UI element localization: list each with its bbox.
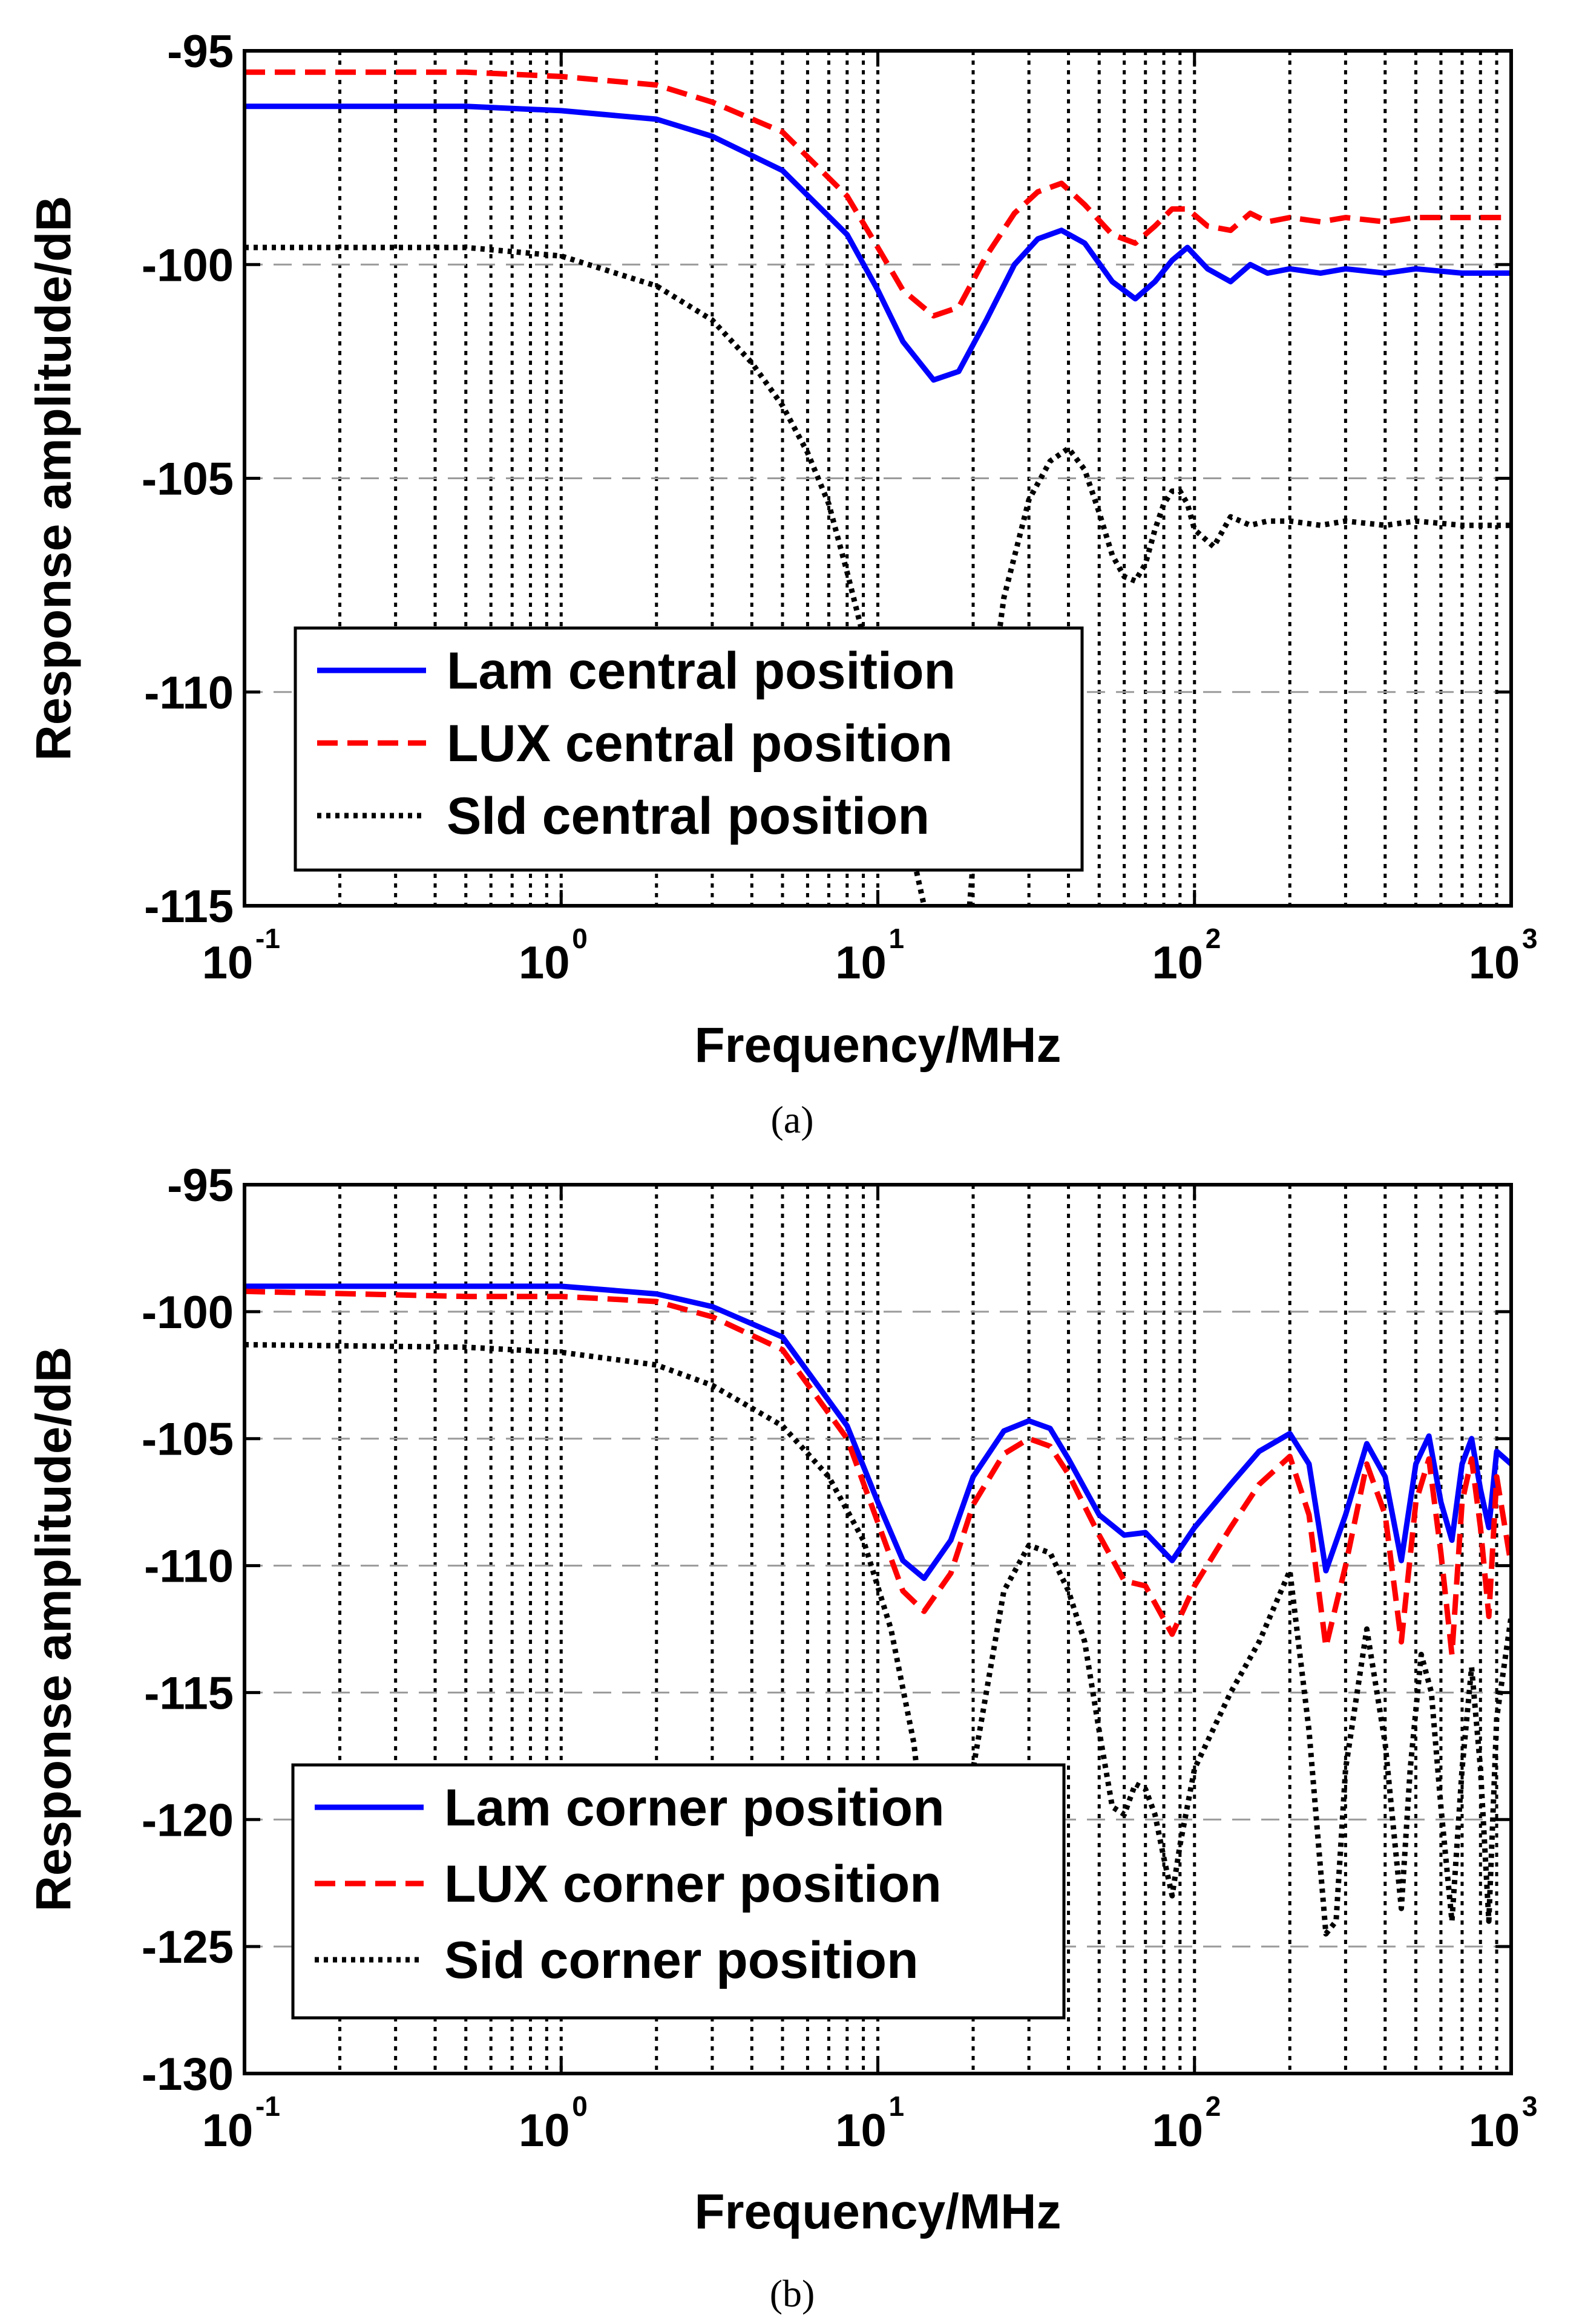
y-tick-label: -95 bbox=[167, 1160, 234, 1211]
y-tick-label: -130 bbox=[142, 2049, 234, 2100]
series-line-dotted bbox=[244, 1341, 1511, 1975]
x-tick-label: 10 bbox=[202, 2105, 254, 2156]
series-group bbox=[244, 1283, 1511, 1975]
x-axis-title: Frequency/MHz bbox=[695, 1018, 1062, 1073]
x-tick-label: 10 bbox=[835, 937, 887, 989]
x-tick-exponent: 0 bbox=[572, 2090, 588, 2122]
panel-caption: (a) bbox=[770, 1098, 813, 1141]
x-tick-label: 10 bbox=[1469, 2105, 1520, 2156]
x-axis-title: Frequency/MHz bbox=[695, 2184, 1062, 2239]
y-tick-label: -120 bbox=[142, 1795, 234, 1846]
series-line-dotted bbox=[244, 244, 1511, 906]
x-tick-label: 10 bbox=[1152, 2105, 1203, 2156]
legend-entry-label: LUX corner position bbox=[444, 1855, 942, 1913]
y-tick-label: -105 bbox=[142, 454, 234, 505]
legend-entry-label: LUX central position bbox=[447, 715, 953, 773]
series-line-dashed bbox=[244, 1288, 1511, 1657]
x-tick-label: 10 bbox=[519, 937, 570, 989]
legend: Lam corner position LUX corner position Si… bbox=[291, 1763, 1066, 2020]
legend-entry-label: Sld central position bbox=[447, 787, 930, 845]
x-tick-exponent: 2 bbox=[1206, 2090, 1221, 2122]
y-tick-label: -105 bbox=[142, 1414, 234, 1465]
y-tick-label: -100 bbox=[142, 240, 234, 291]
x-tick-label: 10 bbox=[835, 2105, 887, 2156]
y-tick-label: -115 bbox=[144, 1668, 234, 1719]
grid-lines bbox=[244, 1185, 1511, 2074]
x-tick-exponent: -1 bbox=[255, 923, 280, 954]
panel-caption: (b) bbox=[770, 2272, 815, 2315]
x-tick-exponent: 3 bbox=[1522, 2090, 1538, 2122]
series-line-solid bbox=[244, 1283, 1511, 1582]
y-tick-label: -125 bbox=[142, 1922, 234, 1973]
x-tick-label: 10 bbox=[1152, 937, 1203, 989]
y-tick-label: -115 bbox=[144, 881, 234, 932]
grid-lines bbox=[244, 51, 1511, 906]
series-group bbox=[244, 69, 1511, 906]
y-tick-label: -110 bbox=[144, 1541, 234, 1592]
legend: Lam central position LUX central position… bbox=[294, 626, 1084, 872]
legend-box bbox=[294, 626, 1084, 872]
x-tick-label: 10 bbox=[202, 937, 254, 989]
series-line-dashed bbox=[244, 69, 1511, 319]
y-tick-label: -95 bbox=[167, 26, 234, 77]
x-tick-label: 10 bbox=[1469, 937, 1520, 989]
y-axis-title: Response amplitude/dB bbox=[27, 195, 82, 761]
x-tick-exponent: 1 bbox=[889, 2090, 905, 2122]
y-tick-label: -100 bbox=[142, 1287, 234, 1338]
x-tick-label: 10 bbox=[519, 2105, 570, 2156]
y-tick-label: -110 bbox=[144, 667, 234, 719]
legend-entry-label: Lam central position bbox=[447, 642, 956, 700]
x-tick-exponent: 0 bbox=[572, 923, 588, 954]
x-tick-exponent: 2 bbox=[1206, 923, 1221, 954]
y-axis-title: Response amplitude/dB bbox=[27, 1346, 82, 1911]
x-tick-exponent: 3 bbox=[1522, 923, 1538, 954]
x-tick-exponent: -1 bbox=[255, 2090, 280, 2122]
x-tick-exponent: 1 bbox=[889, 923, 905, 954]
legend-entry-label: Lam corner position bbox=[444, 1779, 945, 1837]
legend-entry-label: Sid corner position bbox=[444, 1931, 919, 1989]
series-line-solid bbox=[244, 103, 1511, 383]
